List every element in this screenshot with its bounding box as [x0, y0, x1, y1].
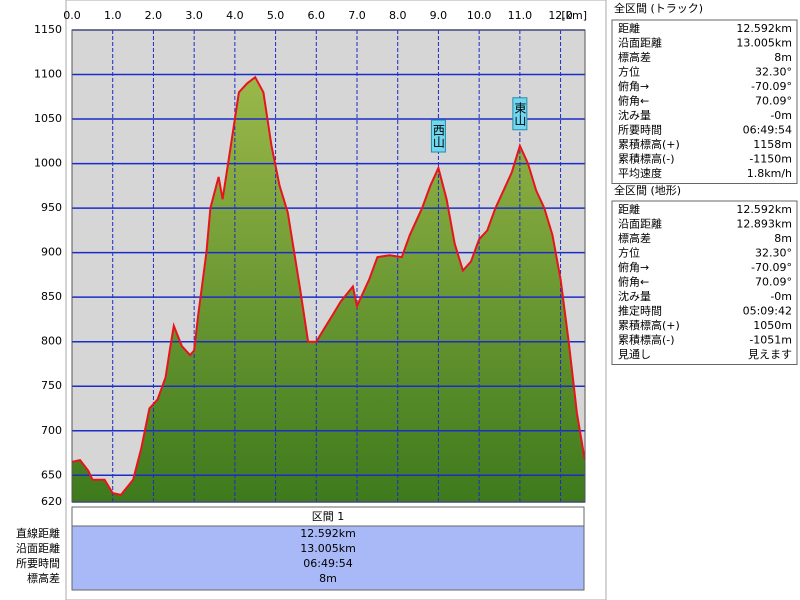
x-axis-unit: [km]	[561, 9, 587, 22]
row-label: 累積標高(-)	[618, 333, 675, 347]
row-label: 所要時間	[16, 557, 60, 570]
row-label: 累積標高(+)	[618, 318, 680, 332]
chart-frame	[65, 0, 607, 600]
row-value: 1050m	[753, 319, 792, 332]
row-label: 俯角←	[618, 94, 649, 108]
annotation-box	[512, 97, 528, 131]
row-value: 05:09:42	[743, 305, 792, 318]
row-label: 距離	[618, 21, 640, 35]
plot-border	[71, 29, 586, 503]
row-label: 平均速度	[618, 166, 662, 180]
section-body	[71, 525, 585, 591]
row-value: 8m	[319, 572, 337, 585]
y-tick-label: 700	[41, 424, 62, 437]
row-value: 1158m	[753, 138, 792, 151]
y-tick-label: 1050	[34, 112, 62, 125]
row-value: 13.005km	[736, 37, 792, 50]
row-value: 12.592km	[736, 203, 792, 216]
x-tick-label: 3.0	[185, 9, 203, 22]
row-label: 俯角→	[618, 260, 649, 274]
x-tick-label: 0.0	[63, 9, 81, 22]
row-value: 12.592km	[300, 527, 356, 540]
x-tick-label: 6.0	[308, 9, 326, 22]
y-tick-label: 1100	[34, 68, 62, 81]
x-tick-label: 11.0	[508, 9, 533, 22]
row-label: 方位	[618, 65, 640, 79]
y-tick-label: 900	[41, 246, 62, 259]
row-value: -1150m	[749, 153, 792, 166]
x-tick-label: 5.0	[267, 9, 285, 22]
panel-box	[611, 200, 798, 365]
row-label: 見通し	[618, 348, 651, 361]
row-value: 12.592km	[736, 22, 792, 35]
row-label: 所要時間	[618, 124, 662, 137]
x-tick-label: 8.0	[389, 9, 407, 22]
row-label: 累積標高(+)	[618, 137, 680, 151]
y-tick-label: 1150	[34, 23, 62, 36]
row-value: 32.30°	[755, 66, 792, 79]
row-value: 1.8km/h	[747, 167, 792, 180]
row-value: 12.893km	[736, 218, 792, 231]
x-tick-label: 10.0	[467, 9, 492, 22]
y-tick-label: 750	[41, 379, 62, 392]
row-value: 70.09°	[755, 95, 792, 108]
y-tick-label: 850	[41, 290, 62, 303]
area	[72, 77, 585, 502]
y-tick-label: 950	[41, 201, 62, 214]
row-label: 方位	[618, 246, 640, 260]
row-label: 標高差	[618, 231, 651, 245]
profile-line	[71, 75, 586, 497]
row-label: 累積標高(-)	[618, 152, 675, 166]
y-tick-label: 800	[41, 335, 62, 348]
row-label: 標高差	[618, 50, 651, 64]
x-tick-label: 4.0	[226, 9, 244, 22]
row-label: 沈み量	[618, 289, 651, 303]
y-tick-label: 620	[41, 495, 62, 508]
panel-title: 全区間 (地形)	[614, 183, 681, 197]
row-value: -0m	[770, 109, 792, 122]
panel-title: 全区間 (トラック)	[614, 1, 703, 15]
row-value: -1051m	[749, 334, 792, 347]
row-label: 推定時間	[618, 304, 662, 318]
row-value: 13.005km	[300, 542, 356, 555]
x-tick-label: 2.0	[145, 9, 163, 22]
row-label: 直線距離	[16, 526, 60, 540]
row-label: 沿面距離	[618, 36, 662, 50]
row-value: 見えます	[748, 348, 792, 361]
y-tick-label: 650	[41, 468, 62, 481]
annotation-box	[430, 119, 446, 153]
row-label: 俯角←	[618, 275, 649, 289]
row-label: 沿面距離	[16, 541, 60, 555]
row-value: 8m	[774, 232, 792, 245]
x-tick-label: 9.0	[430, 9, 448, 22]
row-value: -70.09°	[751, 80, 792, 93]
annotation: 西山	[431, 124, 445, 148]
row-label: 沿面距離	[618, 217, 662, 231]
row-label: 俯角→	[618, 79, 649, 93]
row-label: 距離	[618, 202, 640, 216]
annotation: 東山	[513, 101, 527, 125]
row-value: 70.09°	[755, 276, 792, 289]
row-value: 8m	[774, 51, 792, 64]
x-tick-label: 12.0	[548, 9, 573, 22]
row-value: 06:49:54	[743, 124, 792, 137]
row-value: 06:49:54	[303, 557, 352, 570]
x-tick-label: 1.0	[104, 9, 122, 22]
x-tick-label: 7.0	[348, 9, 366, 22]
row-label: 沈み量	[618, 108, 651, 122]
row-label: 標高差	[27, 571, 60, 585]
y-tick-label: 1000	[34, 157, 62, 170]
panel-box	[611, 19, 798, 184]
row-value: -0m	[770, 290, 792, 303]
row-value: 32.30°	[755, 247, 792, 260]
section-title: 区間 1	[312, 510, 345, 523]
row-value: -70.09°	[751, 261, 792, 274]
